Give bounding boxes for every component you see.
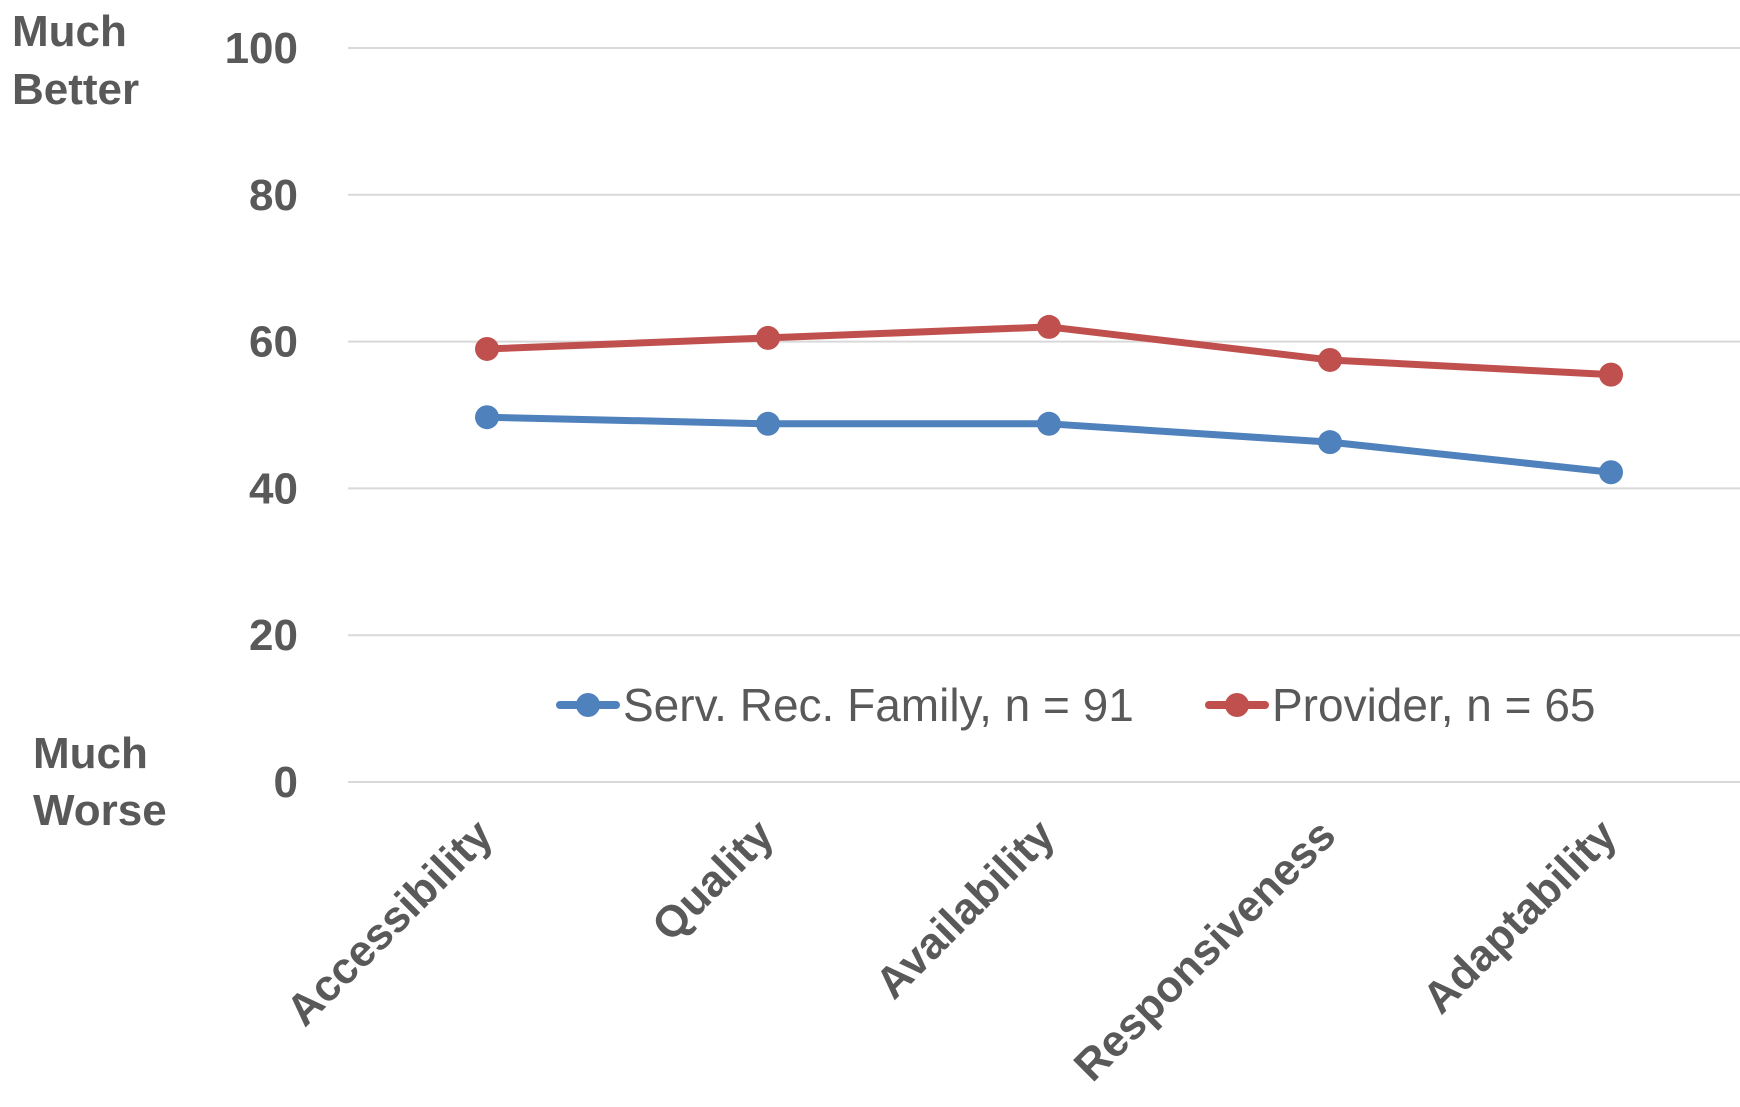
x-tick-label-2: Availability <box>866 810 1064 1008</box>
data-point-1-2 <box>1037 314 1061 339</box>
y-tick-label-60: 60 <box>249 318 298 367</box>
x-tick-label-3: Responsiveness <box>1065 810 1345 1090</box>
x-tick-label-0: Accessibility <box>277 810 502 1035</box>
gridlines <box>348 47 1740 783</box>
data-point-0-1 <box>756 411 780 436</box>
data-point-1-1 <box>756 325 780 350</box>
y-tick-label-40: 40 <box>249 464 298 513</box>
x-axis-category-labels: Accessibility Quality Availability Responsi… <box>277 810 1626 1091</box>
y-bottom-label-line1: Much <box>33 729 148 778</box>
y-top-label-line2: Better <box>12 65 139 114</box>
data-point-0-2 <box>1037 411 1061 436</box>
legend-label-1: Provider, n = 65 <box>1272 679 1595 731</box>
legend-marker-0 <box>576 693 600 717</box>
y-tick-label-20: 20 <box>249 611 298 660</box>
y-bottom-label-line2: Worse <box>33 786 167 835</box>
x-tick-label-1: Quality <box>643 810 783 950</box>
x-tick-label-4: Adaptability <box>1413 810 1626 1023</box>
y-top-label-line1: Much <box>12 7 127 56</box>
y-tick-label-80: 80 <box>249 171 298 220</box>
y-axis-tick-labels: 0 20 40 60 80 100 <box>225 24 298 807</box>
y-tick-label-100: 100 <box>225 24 298 73</box>
legend: Serv. Rec. Family, n = 91 Provider, n = 6… <box>556 679 1595 731</box>
data-point-0-4 <box>1599 460 1623 485</box>
data-point-1-4 <box>1599 362 1623 387</box>
series-layer <box>475 314 1623 485</box>
legend-marker-1 <box>1225 693 1249 717</box>
data-point-1-3 <box>1318 347 1342 372</box>
y-tick-label-0: 0 <box>274 758 298 807</box>
data-point-0-3 <box>1318 430 1342 455</box>
legend-label-0: Serv. Rec. Family, n = 91 <box>623 679 1134 731</box>
data-point-0-0 <box>475 405 499 430</box>
data-point-1-0 <box>475 336 499 361</box>
